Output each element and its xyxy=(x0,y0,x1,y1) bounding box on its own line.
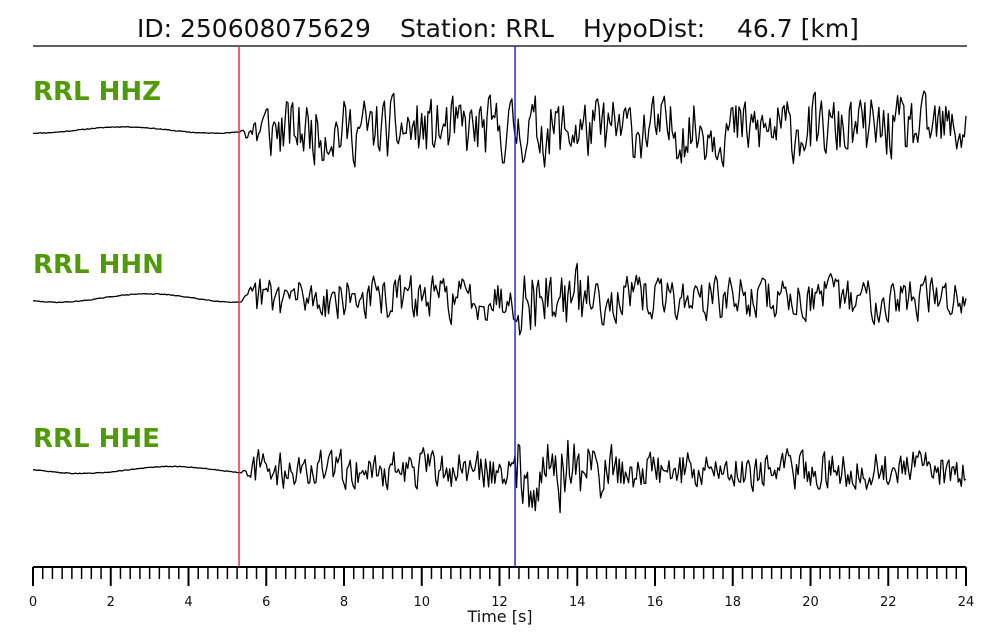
x-tick-label: 2 xyxy=(107,595,115,610)
hypocentral-distance: HypoDist: 46.7 [km] xyxy=(583,14,859,43)
trace-line-3 xyxy=(32,439,967,514)
channel-label-3: RRL HHE xyxy=(33,424,160,454)
trace-line-1 xyxy=(32,90,967,168)
x-tick-label: 10 xyxy=(413,595,430,610)
x-tick-label: 24 xyxy=(958,595,975,610)
channel-labels-group: RRL HHZ RRL HHN RRL HHE xyxy=(33,77,164,454)
station-name: Station: RRL xyxy=(400,14,554,43)
x-tick-label: 20 xyxy=(802,595,819,610)
x-tick-label: 4 xyxy=(184,595,192,610)
traces-group xyxy=(32,90,967,514)
x-tick-label: 14 xyxy=(569,595,586,610)
x-tick-label: 6 xyxy=(262,595,270,610)
x-tick-label: 12 xyxy=(491,595,508,610)
x-axis-label: Time [s] xyxy=(466,607,532,626)
x-tick-label: 18 xyxy=(724,595,741,610)
channel-label-2: RRL HHN xyxy=(33,250,164,280)
event-id: ID: 250608075629 xyxy=(137,14,371,43)
phase-picks-group xyxy=(238,46,516,567)
x-tick-label: 8 xyxy=(340,595,348,610)
x-tick-label: 22 xyxy=(880,595,897,610)
time-axis: 0 2 4 6 8 10 12 14 16 18 20 22 24 xyxy=(29,566,975,610)
trace-line-2 xyxy=(32,262,967,336)
x-tick-label: 0 xyxy=(29,595,37,610)
channel-label-1: RRL HHZ xyxy=(33,77,161,107)
x-tick-label: 16 xyxy=(647,595,664,610)
